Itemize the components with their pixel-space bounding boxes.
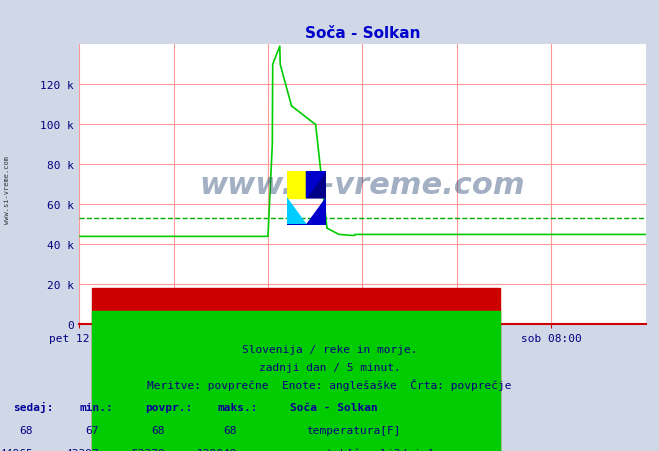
Bar: [287, 171, 306, 198]
Title: Soča - Solkan: Soča - Solkan: [304, 26, 420, 41]
Polygon shape: [306, 171, 326, 198]
Text: temperatura[F]: temperatura[F]: [306, 425, 401, 435]
Polygon shape: [306, 171, 326, 198]
Text: sedaj:: sedaj:: [13, 401, 53, 412]
Polygon shape: [287, 198, 326, 226]
Text: pretok[čevelj3/min]: pretok[čevelj3/min]: [306, 447, 435, 451]
Text: Slovenija / reke in morje.: Slovenija / reke in morje.: [242, 344, 417, 354]
Text: min.:: min.:: [79, 402, 113, 412]
Text: maks.:: maks.:: [217, 402, 258, 412]
Text: Soča - Solkan: Soča - Solkan: [290, 402, 378, 412]
Text: 139049: 139049: [197, 447, 237, 451]
Text: 44965: 44965: [0, 447, 33, 451]
Text: 67: 67: [86, 425, 99, 435]
Text: www.si-vreme.com: www.si-vreme.com: [3, 156, 10, 223]
Text: zadnji dan / 5 minut.: zadnji dan / 5 minut.: [258, 362, 401, 372]
Text: Meritve: povprečne  Enote: anglešaške  Črta: povprečje: Meritve: povprečne Enote: anglešaške Črt…: [147, 378, 512, 390]
Text: 43397: 43397: [65, 447, 99, 451]
Text: www.si-vreme.com: www.si-vreme.com: [200, 170, 525, 199]
Text: 53379: 53379: [131, 447, 165, 451]
Text: 68: 68: [152, 425, 165, 435]
Text: 68: 68: [224, 425, 237, 435]
Text: povpr.:: povpr.:: [145, 402, 192, 412]
Text: 68: 68: [20, 425, 33, 435]
Polygon shape: [287, 198, 306, 226]
